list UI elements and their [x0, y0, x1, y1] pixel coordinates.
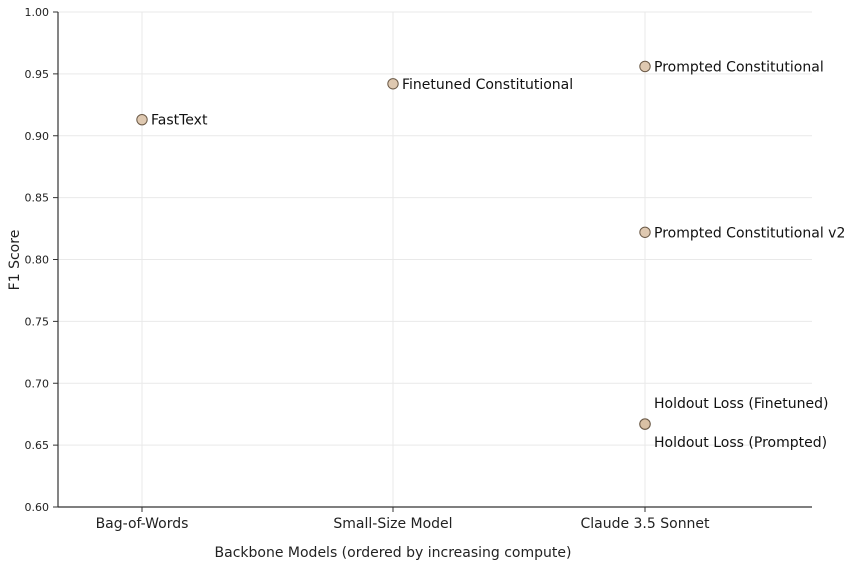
y-tick-label: 0.85 — [25, 192, 50, 205]
data-point-label: FastText — [151, 113, 208, 129]
grid — [58, 11, 812, 508]
x-tick-label: Claude 3.5 Sonnet — [580, 516, 710, 532]
data-point — [639, 418, 651, 430]
y-tick-label: 0.65 — [25, 439, 50, 452]
y-tick-label: 0.75 — [25, 315, 50, 328]
y-tick-label: 0.95 — [25, 68, 50, 81]
x-ticks: Bag-of-Words Small-Size Model Claude 3.5 S… — [96, 507, 710, 532]
y-axis-label: F1 Score — [7, 230, 23, 291]
y-ticks: 0.60 0.65 0.70 0.75 0.80 0.85 0.90 0.95 1.00 — [25, 6, 58, 514]
y-tick-label: 0.80 — [25, 254, 50, 267]
data-points: FastText Finetuned Constitutional Prompted… — [136, 59, 845, 451]
data-point — [136, 113, 148, 126]
data-point-label: Finetuned Constitutional — [402, 77, 573, 93]
y-tick-label: 0.90 — [25, 130, 50, 143]
data-point-label: Prompted Constitutional — [654, 59, 824, 75]
data-point-label: Holdout Loss (Finetuned) — [654, 396, 828, 412]
y-tick-label: 0.60 — [25, 501, 50, 514]
x-tick-label: Small-Size Model — [333, 516, 452, 532]
data-point — [639, 226, 651, 238]
data-point — [639, 60, 651, 73]
data-point-label: Holdout Loss (Prompted) — [654, 435, 827, 451]
x-axis-label: Backbone Models (ordered by increasing c… — [215, 545, 572, 561]
data-point-label: Prompted Constitutional v2 — [654, 225, 845, 241]
y-tick-label: 1.00 — [25, 6, 50, 19]
x-tick-label: Bag-of-Words — [96, 516, 189, 532]
y-tick-label: 0.70 — [25, 377, 50, 390]
data-point — [387, 78, 399, 90]
